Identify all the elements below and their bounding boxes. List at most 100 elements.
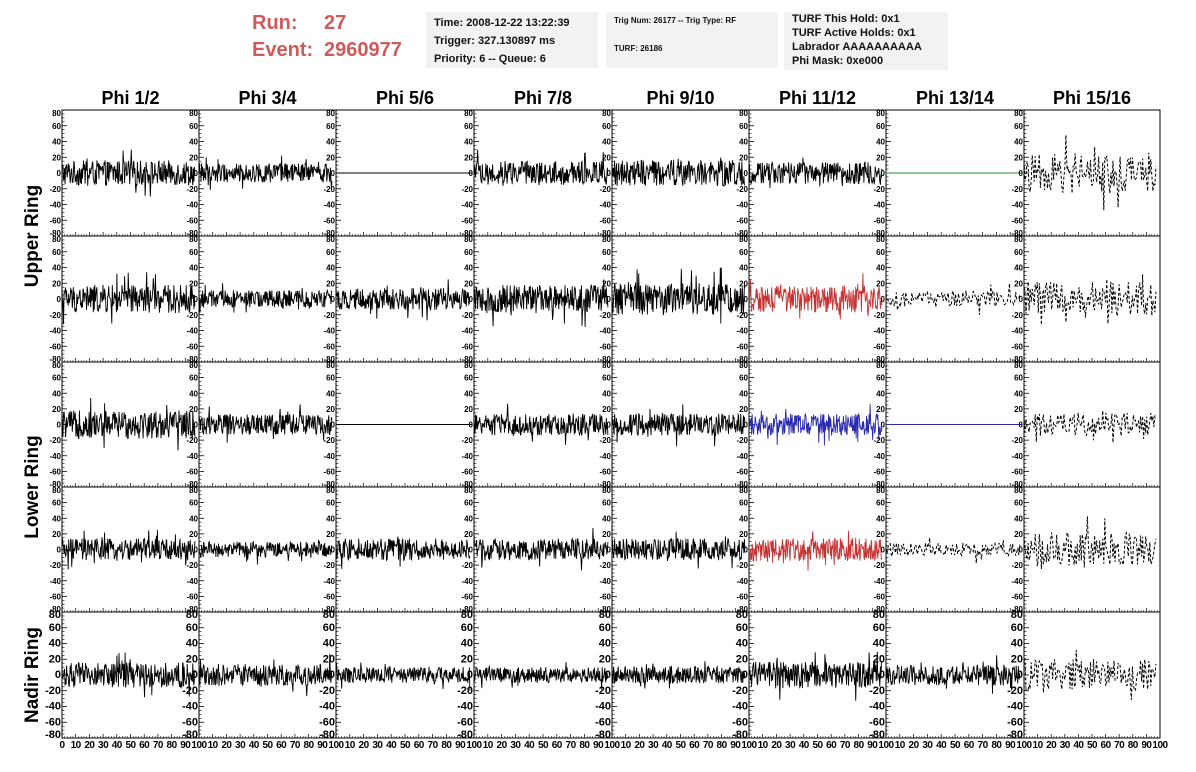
x-tick-label: 20 xyxy=(221,740,232,751)
y-tick-label: 20 xyxy=(326,530,335,539)
x-tick-label: 40 xyxy=(1073,740,1084,751)
y-tick-label: 20 xyxy=(873,653,885,665)
y-tick-label: 20 xyxy=(186,653,198,665)
x-tick-label: 80 xyxy=(167,740,178,751)
y-tick-label: 60 xyxy=(1014,122,1023,131)
y-tick-label: 60 xyxy=(739,122,748,131)
panel-r4-c7: -80 -60 -40 -20 0 20 40 60 80 xyxy=(873,486,1025,614)
y-tick-label: 0 xyxy=(744,169,749,178)
x-tick-label: 90 xyxy=(730,740,741,751)
y-tick-label: 40 xyxy=(876,138,885,147)
panel-r2-c4: -80 -60 -40 -20 0 20 40 60 80 xyxy=(461,235,613,364)
waveform-trace xyxy=(612,267,746,324)
y-tick-label: 20 xyxy=(739,153,748,162)
x-tick-label: 10 xyxy=(483,740,494,751)
y-tick-label: -60 xyxy=(186,592,198,601)
y-tick-label: 60 xyxy=(326,374,335,383)
x-tick-label: 90 xyxy=(317,740,328,751)
y-tick-label: 20 xyxy=(52,153,61,162)
y-tick-label: 40 xyxy=(739,389,748,398)
y-tick-label: 0 xyxy=(881,421,886,430)
y-tick-label: -80 xyxy=(1011,355,1023,364)
y-tick-label: 60 xyxy=(1014,499,1023,508)
y-tick-label: -40 xyxy=(599,577,611,586)
y-tick-label: 80 xyxy=(876,235,885,244)
y-tick-label: -40 xyxy=(461,201,473,210)
y-tick-label: -80 xyxy=(595,729,611,741)
x-tick-label: 40 xyxy=(799,740,810,751)
y-tick-label: -20 xyxy=(186,436,198,445)
y-tick-label: -40 xyxy=(736,452,748,461)
y-tick-label: 40 xyxy=(1014,514,1023,523)
panel-r3-c8: -80 -60 -40 -20 0 20 40 60 80 xyxy=(1011,361,1161,489)
y-tick-label: -20 xyxy=(323,311,335,320)
waveform-trace xyxy=(474,149,609,186)
x-tick-label: 90 xyxy=(867,740,878,751)
y-tick-label: -60 xyxy=(186,467,198,476)
y-tick-label: 60 xyxy=(602,374,611,383)
y-tick-label: -40 xyxy=(186,327,198,336)
y-tick-label: -20 xyxy=(182,685,198,697)
y-tick-label: -20 xyxy=(323,185,335,194)
y-tick-label: 80 xyxy=(1011,609,1023,621)
x-tick-label: 10 xyxy=(895,740,906,751)
y-tick-label: -40 xyxy=(599,452,611,461)
y-tick-label: 20 xyxy=(739,405,748,414)
y-tick-label: 60 xyxy=(189,499,198,508)
y-tick-label: -80 xyxy=(599,229,611,238)
y-tick-label: 80 xyxy=(1014,486,1023,495)
y-tick-label: 60 xyxy=(736,622,748,634)
y-tick-label: -20 xyxy=(869,685,885,697)
y-tick-label: 0 xyxy=(1019,421,1024,430)
y-tick-label: 40 xyxy=(599,638,611,650)
y-tick-label: -80 xyxy=(869,729,885,741)
labrador-text: Labrador AAAAAAAAAA xyxy=(792,41,922,53)
ring-label-1: Upper Ring xyxy=(22,185,43,287)
y-tick-label: 40 xyxy=(876,389,885,398)
x-tick-label: 20 xyxy=(359,740,370,751)
y-tick-label: -80 xyxy=(319,729,335,741)
y-tick-label: -40 xyxy=(599,327,611,336)
x-tick-label: 50 xyxy=(812,740,823,751)
y-tick-label: -60 xyxy=(323,216,335,225)
y-tick-label: 20 xyxy=(1014,405,1023,414)
x-tick-label: 80 xyxy=(1128,740,1139,751)
waveform-trace xyxy=(62,530,196,570)
y-tick-label: 20 xyxy=(1014,153,1023,162)
y-tick-label: 40 xyxy=(1014,264,1023,273)
y-tick-label: -80 xyxy=(1011,480,1023,489)
x-tick-label: 90 xyxy=(1141,740,1152,751)
y-tick-label: 80 xyxy=(323,609,335,621)
y-tick-label: 0 xyxy=(469,546,474,555)
panel-frame xyxy=(1023,235,1161,363)
y-tick-label: 80 xyxy=(464,235,473,244)
y-tick-label: 20 xyxy=(464,153,473,162)
y-tick-label: -20 xyxy=(736,185,748,194)
y-tick-label: 80 xyxy=(52,109,61,118)
column-header-2: Phi 3/4 xyxy=(238,88,296,108)
y-tick-label: 60 xyxy=(189,248,198,257)
panel-r2-c8: -80 -60 -40 -20 0 20 40 60 80 xyxy=(1011,235,1161,364)
waveform-trace xyxy=(886,283,1021,315)
y-tick-label: -60 xyxy=(49,342,61,351)
phi-mask-text: Phi Mask: 0xe000 xyxy=(792,55,884,67)
y-tick-label: -40 xyxy=(869,701,885,713)
x-tick-label: 70 xyxy=(566,740,577,751)
time-trigger-box: Time: 2008-12-22 13:22:39 Trigger: 327.1… xyxy=(426,12,598,68)
column-header-7: Phi 13/14 xyxy=(916,88,994,108)
y-tick-label: 60 xyxy=(52,248,61,257)
y-tick-label: 0 xyxy=(879,669,885,681)
y-tick-label: 40 xyxy=(326,389,335,398)
waveform-trace xyxy=(1024,274,1157,325)
y-tick-label: -20 xyxy=(323,561,335,570)
x-tick-label: 100 xyxy=(1152,740,1168,751)
y-tick-label: -60 xyxy=(873,216,885,225)
y-tick-label: -40 xyxy=(873,201,885,210)
y-tick-label: 80 xyxy=(189,486,198,495)
y-tick-label: -80 xyxy=(186,355,198,364)
x-tick-label: 30 xyxy=(372,740,383,751)
y-tick-label: -20 xyxy=(49,561,61,570)
y-tick-label: 0 xyxy=(194,169,199,178)
